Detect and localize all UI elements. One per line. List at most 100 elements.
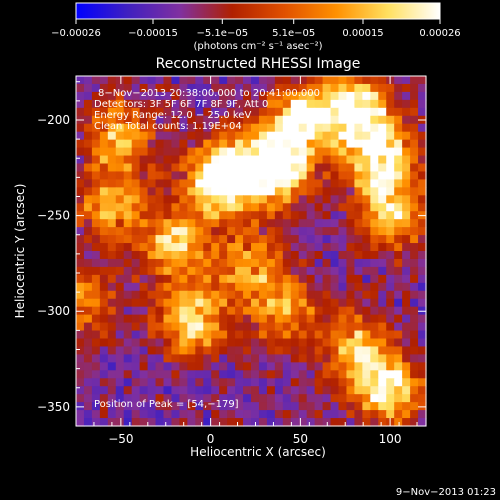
heatmap-cell — [346, 107, 356, 117]
heatmap-cell — [338, 402, 348, 411]
heatmap-cell — [115, 362, 125, 371]
heatmap-cell — [314, 171, 324, 181]
heatmap-cell — [203, 282, 212, 292]
heatmap-cell — [251, 346, 260, 356]
heatmap-cell — [346, 163, 356, 173]
heatmap-cell — [306, 354, 316, 363]
heatmap-cell — [266, 251, 276, 260]
heatmap-cell — [155, 410, 165, 419]
heatmap-cell — [243, 306, 252, 316]
heatmap-cell — [243, 274, 252, 284]
heatmap-cell — [211, 179, 220, 188]
heatmap-cell — [227, 211, 236, 220]
heatmap-cell — [195, 346, 204, 356]
heatmap-cell — [243, 282, 252, 292]
heatmap-cell — [91, 139, 101, 149]
heatmap-cell — [282, 298, 292, 308]
heatmap-cell — [147, 274, 157, 284]
heatmap-cell — [354, 410, 363, 419]
heatmap-cell — [139, 147, 149, 157]
heatmap-cell — [227, 147, 236, 157]
heatmap-cell — [115, 338, 125, 348]
heatmap-cell — [346, 155, 356, 165]
heatmap-cell — [314, 386, 324, 395]
heatmap-cell — [99, 258, 109, 268]
heatmap-cell — [322, 322, 332, 332]
heatmap-cell — [139, 314, 149, 324]
heatmap-cell — [155, 418, 165, 427]
heatmap-cell — [107, 99, 117, 109]
heatmap-cell — [386, 370, 395, 379]
heatmap-cell — [290, 402, 300, 411]
heatmap-cell — [131, 274, 141, 284]
heatmap-cell — [354, 370, 363, 379]
heatmap-cell — [418, 99, 427, 109]
heatmap-cell — [235, 235, 244, 244]
heatmap-cell — [147, 76, 157, 85]
heatmap-cell — [163, 99, 173, 109]
heatmap-cell — [322, 266, 332, 276]
heatmap-cell — [179, 163, 188, 173]
heatmap-cell — [115, 115, 125, 125]
heatmap-cell — [402, 362, 411, 371]
colorbar-tick-label: −5.1e−05 — [197, 28, 249, 39]
heatmap-cell — [410, 76, 419, 85]
heatmap-cell — [131, 306, 141, 316]
heatmap-cell — [243, 322, 252, 332]
heatmap-cell — [394, 187, 403, 196]
heatmap-cell — [83, 211, 93, 220]
heatmap-cell — [258, 163, 268, 173]
heatmap-cell — [386, 306, 395, 316]
heatmap-cell — [290, 258, 300, 268]
heatmap-cell — [418, 131, 427, 141]
heatmap-cell — [155, 115, 165, 125]
heatmap-cell — [330, 179, 340, 188]
heatmap-cell — [131, 115, 141, 125]
heatmap-cell — [370, 266, 379, 276]
heatmap-cell — [123, 163, 133, 173]
heatmap-cell — [76, 370, 85, 379]
heatmap-cell — [203, 235, 212, 244]
heatmap-cell — [386, 298, 395, 308]
heatmap-cell — [314, 187, 324, 196]
heatmap-cell — [131, 418, 141, 427]
heatmap-cell — [195, 386, 204, 395]
heatmap-cell — [322, 147, 332, 157]
heatmap-cell — [227, 251, 236, 260]
heatmap-cell — [386, 235, 395, 244]
heatmap-cell — [76, 266, 85, 276]
heatmap-cell — [123, 346, 133, 356]
heatmap-cell — [354, 258, 363, 268]
heatmap-cell — [330, 394, 340, 403]
heatmap-cell — [155, 251, 165, 260]
heatmap-cell — [179, 266, 188, 276]
heatmap-cell — [179, 211, 188, 220]
heatmap-cell — [227, 203, 236, 212]
heatmap-cell — [322, 258, 332, 268]
heatmap-cell — [107, 410, 117, 419]
heatmap-cell — [123, 243, 133, 252]
heatmap-cell — [322, 314, 332, 324]
heatmap-cell — [211, 187, 220, 196]
heatmap-cell — [195, 99, 204, 109]
heatmap-cell — [274, 187, 284, 196]
heatmap-cell — [155, 227, 165, 236]
heatmap-cell — [330, 362, 340, 371]
heatmap-cell — [251, 266, 260, 276]
heatmap-cell — [179, 251, 188, 260]
heatmap-cell — [394, 115, 403, 125]
heatmap-cell — [99, 83, 109, 93]
heatmap-cell — [402, 282, 411, 292]
heatmap-cell — [386, 139, 395, 149]
heatmap-cell — [219, 211, 228, 220]
heatmap-cell — [115, 219, 125, 228]
heatmap-cell — [243, 76, 252, 85]
heatmap-cell — [235, 203, 244, 212]
heatmap-cell — [362, 91, 371, 101]
heatmap-cell — [322, 76, 332, 85]
heatmap-cell — [354, 195, 363, 204]
heatmap-cell — [266, 83, 276, 93]
heatmap-cell — [394, 147, 403, 157]
heatmap-cell — [195, 402, 204, 411]
heatmap-cell — [147, 123, 157, 133]
